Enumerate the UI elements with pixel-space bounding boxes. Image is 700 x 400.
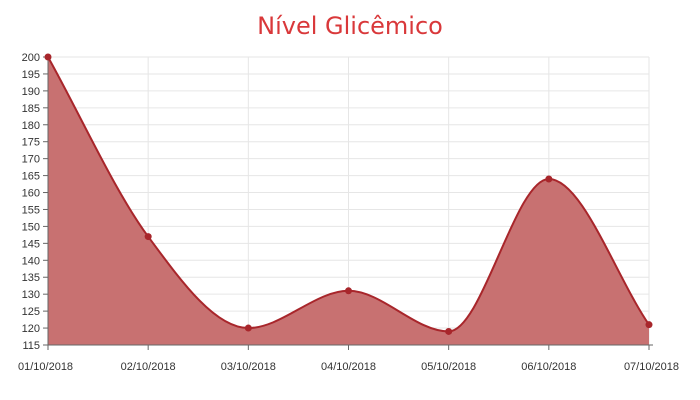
axes bbox=[47, 57, 653, 346]
data-point[interactable] bbox=[244, 324, 252, 332]
x-tick-label: 04/10/2018 bbox=[321, 361, 376, 373]
y-tick-label: 150 bbox=[22, 221, 40, 233]
y-tick-label: 190 bbox=[22, 86, 40, 98]
y-tick-label: 180 bbox=[22, 120, 40, 132]
x-tick-label: 01/10/2018 bbox=[18, 361, 73, 373]
y-tick-label: 145 bbox=[22, 238, 40, 250]
x-tick-label: 05/10/2018 bbox=[421, 361, 476, 373]
y-tick-label: 140 bbox=[22, 255, 40, 267]
chart-title: Nível Glicêmico bbox=[257, 12, 443, 40]
y-tick-label: 195 bbox=[22, 69, 40, 81]
x-axis-ticks: 01/10/2018 02/10/2018 03/10/2018 04/10/2018… bbox=[18, 345, 679, 373]
data-point[interactable] bbox=[445, 327, 453, 335]
y-tick-label: 200 bbox=[22, 52, 40, 64]
x-tick-label: 06/10/2018 bbox=[521, 361, 576, 373]
data-point[interactable] bbox=[44, 53, 52, 61]
y-tick-label: 120 bbox=[22, 323, 40, 335]
data-point[interactable] bbox=[144, 233, 152, 241]
y-tick-label: 130 bbox=[22, 289, 40, 301]
y-tick-label: 155 bbox=[22, 204, 40, 216]
data-point[interactable] bbox=[645, 321, 653, 329]
data-point[interactable] bbox=[545, 175, 553, 183]
y-tick-label: 135 bbox=[22, 272, 40, 284]
y-tick-label: 185 bbox=[22, 103, 40, 115]
y-tick-label: 170 bbox=[22, 154, 40, 166]
y-tick-label: 125 bbox=[22, 306, 40, 318]
y-tick-label: 160 bbox=[22, 188, 40, 200]
x-tick-label: 03/10/2018 bbox=[221, 361, 276, 373]
y-tick-label: 175 bbox=[22, 137, 40, 149]
x-tick-label: 07/10/2018 bbox=[624, 361, 679, 373]
data-point[interactable] bbox=[345, 287, 352, 295]
series-area-fill bbox=[48, 57, 649, 345]
y-axis-ticks: 115 120 125 130 135 140 145 150 155 160 165 170 175 1… bbox=[22, 52, 48, 352]
data-points bbox=[44, 53, 653, 335]
y-tick-label: 115 bbox=[22, 340, 40, 352]
y-tick-label: 165 bbox=[22, 171, 40, 183]
x-tick-label: 02/10/2018 bbox=[121, 361, 176, 373]
